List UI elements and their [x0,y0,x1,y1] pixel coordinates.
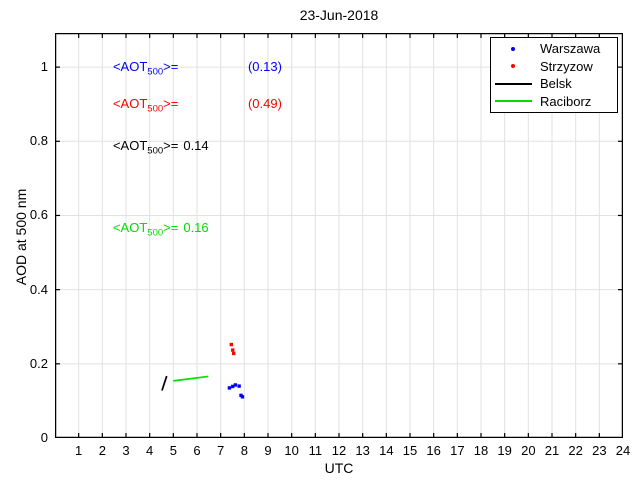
aot-mean-annotation-belsk: <AOT500>= 0.14 [112,137,209,157]
x-tick-label: 18 [473,443,489,458]
annotation-value: (0.13) [247,59,282,75]
x-tick-label: 5 [169,443,177,458]
x-tick-label: 1 [75,443,83,458]
x-tick-label: 4 [146,443,154,458]
x-tick-label: 8 [240,443,248,458]
annotation-value: 0.14 [183,138,209,154]
x-tick-label: 7 [217,443,225,458]
x-tick-label: 22 [568,443,583,458]
x-tick-label: 6 [193,443,201,458]
data-point-strzyzow [231,351,236,356]
x-tick-label: 10 [284,443,299,458]
x-tick-label: 17 [450,443,465,458]
data-point-warszawa [227,386,232,390]
legend-label: Strzyzow [540,58,593,74]
legend-item-raciborz: Raciborz [491,93,617,110]
annotation-value: 0.16 [183,220,209,236]
series-line-belsk [161,375,168,391]
annotation-label: <AOT500>= [112,96,179,115]
chart-title: 23-Jun-2018 [299,7,379,23]
plot-canvas [55,33,623,438]
annotation-value: (0.49) [247,96,282,112]
annotation-label: <AOT500>= [112,59,179,78]
legend-line-marker-icon [491,93,535,110]
y-tick-label: 0.2 [29,355,48,371]
axes-frame [55,33,623,438]
aot-mean-annotation-raciborz: <AOT500>= 0.16 [112,219,209,239]
y-tick-label: 0 [40,430,48,445]
legend-marker [495,100,532,103]
x-axis-label: UTC [324,460,354,476]
data-point-strzyzow [231,348,235,352]
x-tick-label: 21 [544,443,560,458]
x-tick-label: 23 [592,443,607,458]
y-tick-label: 1 [40,59,48,75]
series-line-raciborz [173,375,209,382]
legend-label: Warszawa [540,41,601,57]
x-tick-label: 12 [331,443,347,458]
aot-mean-annotation-warszawa: <AOT500>= (0.13) [112,58,282,78]
plot-area: <AOT500>= (0.13) <AOT500>= (0.49) <AOT500>= 0… [55,33,623,438]
legend-dot-marker-icon [491,58,535,75]
x-tick-label: 3 [122,443,130,458]
data-point-warszawa [233,383,238,387]
x-tick-label: 11 [308,443,323,458]
x-tick-label: 9 [264,443,272,458]
x-tick-label: 14 [379,443,394,458]
data-point-warszawa [231,384,235,389]
y-tick-label: 0.6 [29,207,48,223]
y-tick-label: 0.4 [29,281,48,297]
legend-marker [511,64,515,69]
legend-item-belsk: Belsk [491,75,617,92]
x-tick-label: 2 [98,443,106,458]
x-tick-label: 19 [497,443,512,458]
legend-marker [511,46,515,51]
data-point-strzyzow [229,342,234,347]
legend-dot-marker-icon [491,40,535,57]
x-tick-label: 16 [426,443,441,458]
data-point-warszawa [237,384,241,388]
y-axis-label-text: AOD at 500 nm [13,188,29,286]
legend-item-strzyzow: Strzyzow [491,58,617,75]
annotation-label: <AOT500>= [112,220,179,239]
x-tick-label: 24 [615,443,631,458]
data-point-warszawa [240,395,245,399]
legend-label: Belsk [540,76,572,92]
y-tick-label: 0.8 [29,133,48,149]
annotation-label: <AOT500>= [112,138,179,157]
x-tick-label: 15 [402,443,418,458]
legend: Warszawa Strzyzow Belsk Raciborz [490,37,618,113]
legend-item-warszawa: Warszawa [491,40,617,57]
x-tick-label: 20 [521,443,536,458]
aot-mean-annotation-strzyzow: <AOT500>= (0.49) [112,95,282,115]
legend-line-marker-icon [491,75,535,92]
x-tick-label: 13 [355,443,370,458]
legend-marker [495,82,532,85]
legend-label: Raciborz [540,93,592,109]
